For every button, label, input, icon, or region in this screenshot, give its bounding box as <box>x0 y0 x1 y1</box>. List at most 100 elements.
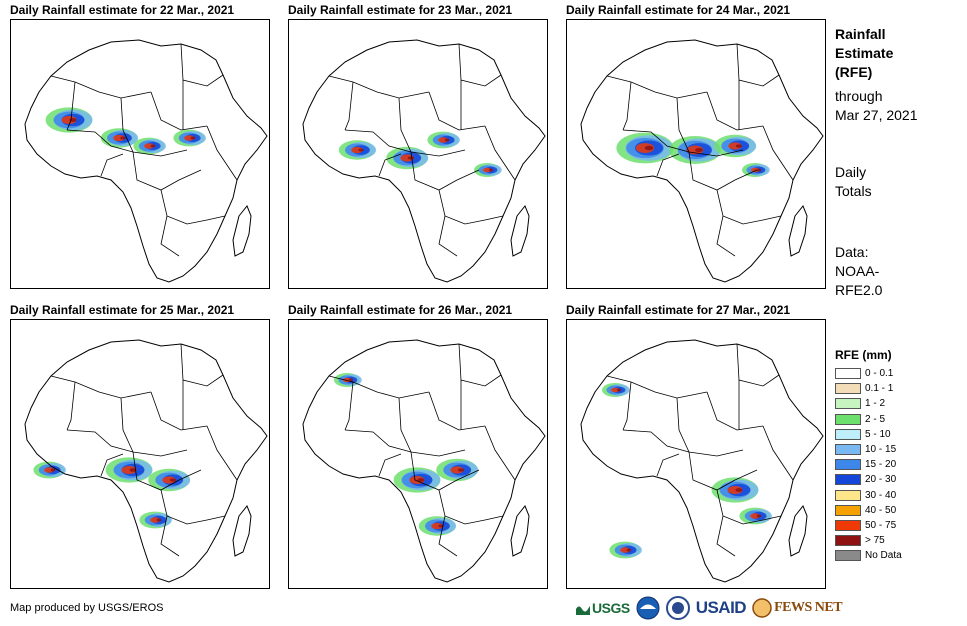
rainfall-area <box>757 168 761 172</box>
rainfall-area <box>113 134 125 142</box>
rainfall-area <box>457 468 465 472</box>
legend-item: 0.1 - 1 <box>835 381 902 396</box>
legend-label: 30 - 40 <box>865 489 897 501</box>
country-border <box>120 97 134 153</box>
country-border <box>606 75 708 99</box>
country-border <box>344 81 354 131</box>
country-border <box>66 381 76 431</box>
rainfall-area <box>431 522 443 530</box>
africa-map <box>580 39 824 283</box>
country-border <box>438 489 504 525</box>
rainfall-area <box>144 143 154 149</box>
country-border <box>180 343 224 387</box>
legend-swatch <box>835 413 861 425</box>
rainfall-area <box>400 154 414 162</box>
country-border <box>706 91 764 131</box>
legend-title: RFE (mm) <box>835 348 892 362</box>
legend-item: 2 - 5 <box>835 412 902 427</box>
country-border <box>438 189 504 225</box>
legend-item: 5 - 10 <box>835 427 902 442</box>
rainfall-area <box>150 517 160 523</box>
rainfall-area <box>349 378 353 382</box>
usaid-seal-icon <box>665 596 690 620</box>
country-border <box>66 81 76 131</box>
legend-item: > 75 <box>835 533 902 548</box>
legend-swatch <box>835 383 861 395</box>
rainfall-area <box>489 168 493 172</box>
country-border <box>150 391 208 431</box>
country-border <box>328 75 430 99</box>
madagascar <box>510 205 530 257</box>
rainfall-area <box>156 518 162 522</box>
madagascar <box>232 205 252 257</box>
land-fill <box>25 40 267 282</box>
usaid-logo-text: USAID <box>695 598 747 617</box>
coastline <box>580 39 824 283</box>
country-border <box>428 391 486 431</box>
usgs-logo-text: USGS <box>592 600 630 616</box>
rainfall-area <box>162 476 176 484</box>
coastline <box>24 339 268 583</box>
legend: 0 - 0.1 0.1 - 1 1 - 2 2 - 5 5 - 10 10 - 15 15 … <box>835 366 902 563</box>
totals-line: Totals <box>835 183 872 199</box>
sidebar-title: Rainfall Estimate (RFE) <box>835 25 893 82</box>
country-border <box>120 397 134 453</box>
legend-swatch <box>835 444 861 456</box>
rainfall-area <box>190 136 196 140</box>
rainfall-area <box>120 136 126 140</box>
legend-label: 0 - 0.1 <box>865 368 894 380</box>
data-source-line: RFE2.0 <box>835 282 883 298</box>
africa-map <box>302 339 546 583</box>
sidebar-title-line: Estimate <box>835 45 894 61</box>
legend-swatch <box>835 459 861 471</box>
rainfall-area <box>626 548 632 552</box>
rainfall-area <box>450 466 464 474</box>
country-border <box>438 215 458 257</box>
rainfall-area <box>756 514 762 518</box>
country-border <box>180 43 224 87</box>
legend-swatch <box>835 489 861 501</box>
legend-item: No Data <box>835 548 902 563</box>
land-fill <box>25 340 267 582</box>
sidebar-title-line: (RFE) <box>835 64 873 80</box>
legend-swatch <box>835 398 861 410</box>
legend-item: 0 - 0.1 <box>835 366 902 381</box>
through-date: through Mar 27, 2021 <box>835 87 918 125</box>
madagascar <box>232 505 252 557</box>
rainfall-area <box>735 488 743 492</box>
data-source-line: NOAA- <box>835 263 880 279</box>
country-border <box>50 75 152 99</box>
rainfall-area <box>610 387 620 393</box>
africa-map <box>580 339 824 583</box>
fewsnet-globe-icon <box>752 598 772 618</box>
legend-swatch <box>835 535 861 547</box>
legend-label: 20 - 30 <box>865 474 897 486</box>
country-border <box>622 81 632 131</box>
country-border <box>100 153 124 177</box>
legend-swatch <box>835 474 861 486</box>
rainfall-area <box>617 388 621 392</box>
panel-title: Daily Rainfall estimate for 24 Mar., 202… <box>566 3 791 17</box>
usgs-logo: USGS <box>576 600 630 616</box>
country-border <box>206 425 238 481</box>
rainfall-area <box>407 156 415 160</box>
country-border <box>160 515 180 557</box>
rainfall-map <box>288 19 548 289</box>
country-border <box>484 125 516 181</box>
rainfall-area <box>44 467 54 473</box>
rainfall-area <box>184 135 194 141</box>
country-border <box>428 91 486 131</box>
legend-swatch <box>835 504 861 516</box>
rainfall-area <box>482 167 492 173</box>
coastline <box>24 39 268 283</box>
country-border <box>622 381 632 431</box>
country-border <box>716 189 782 225</box>
rainfall-area <box>444 138 450 142</box>
legend-item: 10 - 15 <box>835 442 902 457</box>
legend-swatch <box>835 519 861 531</box>
legend-label: 15 - 20 <box>865 459 897 471</box>
rainfall-area <box>644 145 654 151</box>
logo-strip: USGS USAID FEWS NET <box>576 595 843 621</box>
country-border <box>398 97 412 153</box>
country-border <box>622 429 744 457</box>
